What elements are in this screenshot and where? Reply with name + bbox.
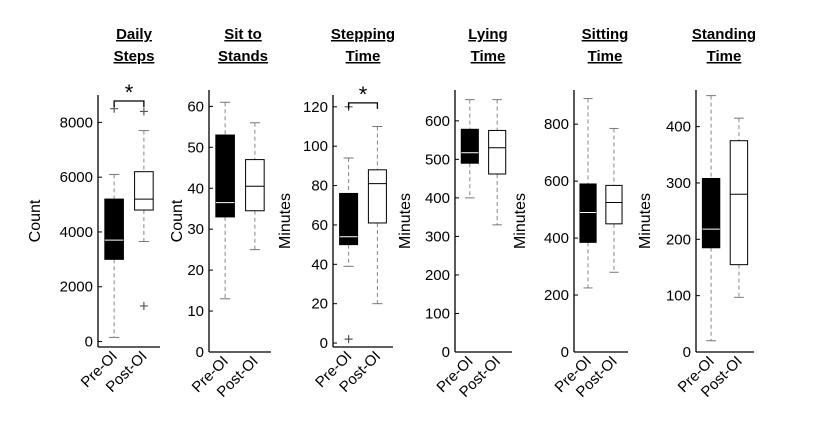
chart-title-line: Time [346, 48, 381, 65]
box-pre-oi [701, 95, 721, 342]
box-iqr [729, 140, 749, 266]
panel-4: LyingTime0100200300400500600MinutesPre-O… [397, 26, 512, 401]
y-tick-label: 0 [683, 344, 691, 361]
y-tick-label: 100 [425, 305, 450, 322]
box-iqr [134, 171, 154, 211]
y-tick-label: 20 [311, 296, 328, 313]
panel-2: Sit toStands0102030405060CountPre-OIPost… [169, 26, 271, 401]
box-iqr [460, 128, 479, 164]
y-tick-label: 20 [187, 262, 204, 279]
box-iqr [605, 184, 623, 225]
chart-title-line: Daily [116, 26, 153, 43]
y-tick-label: 0 [561, 344, 569, 361]
chart-title-line: Steps [114, 48, 155, 65]
y-tick-label: 2000 [60, 279, 93, 296]
y-tick-label: 800 [544, 116, 569, 133]
y-tick-label: 0 [85, 334, 93, 351]
box-iqr [488, 129, 507, 175]
box-pre-oi [460, 99, 479, 199]
y-tick-label: 60 [187, 98, 204, 115]
chart-title-line: Stepping [331, 26, 395, 43]
y-axis-label: Minutes [397, 193, 414, 249]
y-tick-label: 0 [442, 344, 450, 361]
chart-title-line: Time [707, 48, 742, 65]
box-pre-oi [104, 104, 124, 338]
outlier-point [139, 107, 148, 116]
outlier-point [344, 335, 353, 344]
y-axis-label: Minutes [637, 193, 654, 249]
y-axis-label: Minutes [277, 193, 294, 249]
y-tick-label: 120 [303, 99, 328, 116]
y-tick-label: 200 [425, 267, 450, 284]
y-tick-label: 60 [311, 217, 328, 234]
y-tick-label: 6000 [60, 169, 93, 186]
significance-marker: * [125, 80, 134, 105]
box-iqr [245, 159, 265, 212]
y-axis-label: Count [27, 199, 44, 242]
box-iqr [701, 177, 721, 249]
box-pre-oi [579, 98, 597, 289]
panel-5: SittingTime0200400600800MinutesPre-OIPos… [512, 26, 628, 401]
y-tick-label: 4000 [60, 224, 93, 241]
box-iqr [215, 134, 235, 218]
y-tick-label: 100 [303, 138, 328, 155]
chart-title-line: Sitting [582, 26, 629, 43]
outlier-point [139, 301, 148, 310]
y-tick-label: 0 [320, 335, 328, 352]
y-tick-label: 300 [666, 175, 691, 192]
box-iqr [579, 183, 597, 243]
box-iqr [104, 198, 124, 260]
y-tick-label: 50 [187, 139, 204, 156]
chart-title-line: Standing [692, 26, 756, 43]
y-tick-label: 40 [311, 256, 328, 273]
y-tick-label: 600 [425, 113, 450, 130]
y-tick-label: 8000 [60, 114, 93, 131]
chart-title-line: Lying [468, 26, 507, 43]
chart-title-line: Sit to [224, 26, 262, 43]
box-iqr [367, 169, 387, 224]
y-axis-label: Minutes [512, 193, 529, 249]
box-pre-oi [339, 102, 359, 344]
y-tick-label: 100 [666, 288, 691, 305]
y-tick-label: 600 [544, 173, 569, 190]
y-tick-label: 80 [311, 178, 328, 195]
box-post-oi [605, 127, 623, 273]
box-pre-oi [215, 101, 235, 300]
y-tick-label: 40 [187, 180, 204, 197]
y-axis-label: Count [169, 199, 186, 242]
y-tick-label: 400 [666, 119, 691, 136]
y-tick-label: 500 [425, 151, 450, 168]
box-post-oi [134, 107, 154, 310]
box-post-oi [488, 99, 507, 226]
panel-1: DailySteps02000400060008000CountPre-OIPo… [27, 26, 160, 396]
box-post-oi [367, 126, 387, 305]
box-post-oi [245, 122, 265, 251]
chart-title-line: Stands [218, 48, 268, 65]
y-tick-label: 200 [544, 287, 569, 304]
chart-title-line: Time [471, 48, 506, 65]
y-tick-label: 400 [425, 190, 450, 207]
y-tick-label: 10 [187, 303, 204, 320]
panel-6: StandingTime0100200300400MinutesPre-OIPo… [637, 26, 756, 401]
y-tick-label: 400 [544, 230, 569, 247]
significance-marker: * [359, 82, 368, 107]
panel-3: SteppingTime020406080100120MinutesPre-OI… [277, 26, 395, 396]
y-tick-label: 300 [425, 228, 450, 245]
y-tick-label: 200 [666, 231, 691, 248]
significance-bracket [347, 102, 379, 109]
y-tick-label: 30 [187, 221, 204, 238]
y-tick-label: 0 [196, 344, 204, 361]
box-iqr [339, 192, 359, 246]
box-post-oi [729, 117, 749, 298]
chart-title-line: Time [588, 48, 623, 65]
significance-bracket [113, 100, 145, 108]
